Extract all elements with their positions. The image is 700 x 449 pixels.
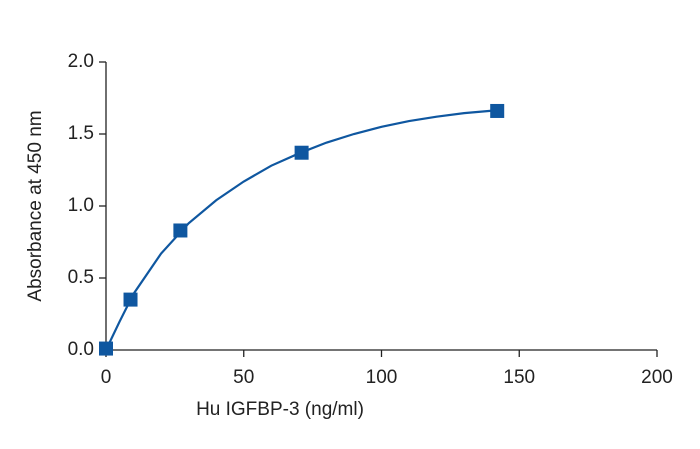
- data-point: [173, 223, 188, 238]
- x-tick-label: 150: [503, 367, 535, 388]
- x-axis-title: Hu IGFBP-3 (ng/ml): [196, 399, 364, 420]
- fit-curve: [105, 109, 498, 351]
- data-point: [99, 341, 113, 356]
- data-point: [294, 145, 309, 160]
- y-tick-label: 2.0: [68, 51, 94, 72]
- x-tick-label: 200: [641, 367, 673, 388]
- y-axis-title: Absorbance at 450 nm: [25, 110, 46, 301]
- data-point: [490, 103, 505, 118]
- y-tick-label: 0.5: [68, 267, 94, 288]
- y-tick-label: 1.0: [68, 195, 94, 216]
- x-tick-label: 0: [101, 367, 112, 388]
- y-tick-label: 0.0: [68, 339, 94, 360]
- y-tick-label: 1.5: [68, 123, 94, 144]
- x-tick-label: 100: [366, 367, 398, 388]
- data-point: [123, 292, 138, 307]
- x-tick-label: 50: [233, 367, 254, 388]
